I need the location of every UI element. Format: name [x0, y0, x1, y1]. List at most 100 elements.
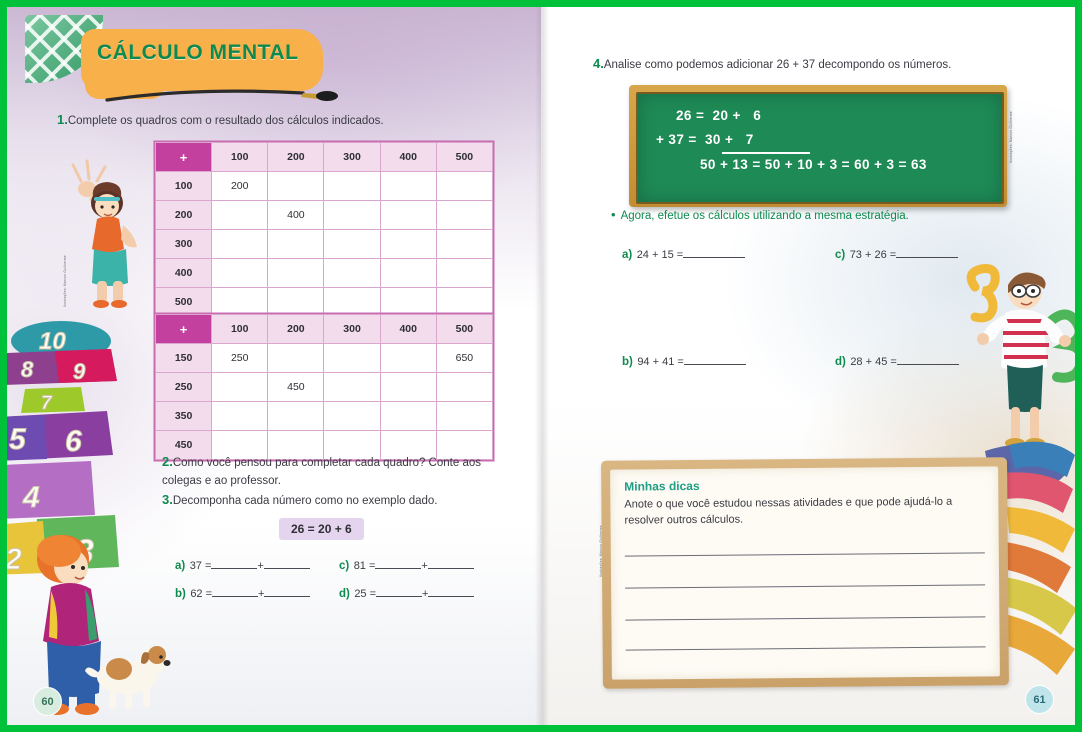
table2-cell-2-1[interactable]	[267, 401, 325, 431]
table1-cell-3-3[interactable]	[379, 258, 437, 288]
table1-cell-3-0[interactable]	[211, 258, 269, 288]
page-number-left: 60	[33, 687, 62, 716]
section-header: CÁLCULO MENTAL	[25, 15, 338, 102]
table1-row-header-3: 400	[154, 258, 213, 288]
table-row: 150 250 650	[154, 343, 494, 373]
table1-cell-4-4[interactable]	[435, 287, 494, 317]
table-row: 100 200	[154, 171, 494, 201]
table2-cell-0-3[interactable]	[379, 343, 437, 373]
answer-blank[interactable]	[896, 364, 959, 365]
item-letter: b)	[175, 588, 186, 600]
answer-blank-1[interactable]	[375, 568, 422, 569]
table1-cell-4-3[interactable]	[379, 287, 437, 317]
minhas-dicas-title: Minhas dicas	[624, 478, 700, 494]
answer-blank-2[interactable]	[427, 568, 474, 569]
table1-cell-4-2[interactable]	[323, 287, 381, 317]
table1-cell-1-4[interactable]	[435, 200, 494, 230]
table1-cell-0-2[interactable]	[323, 171, 381, 201]
answer-blank-1[interactable]	[376, 596, 423, 597]
table1-cell-1-3[interactable]	[379, 200, 437, 230]
table2-cell-3-4[interactable]	[435, 430, 494, 460]
exercise-3-item-b[interactable]: b) 62 = +	[175, 584, 311, 602]
table1-cell-2-0[interactable]	[211, 229, 269, 259]
table1-cell-0-4[interactable]	[435, 171, 494, 201]
dicas-write-line-4[interactable]	[625, 646, 986, 651]
answer-blank-2[interactable]	[264, 596, 311, 597]
exercise-3-item-d[interactable]: d) 25 = +	[339, 584, 475, 602]
exercise-2-prompt: 2.Como você pensou para completar cada q…	[162, 453, 497, 490]
table2-cell-1-2[interactable]	[323, 372, 381, 402]
table1-cell-2-1[interactable]	[267, 229, 325, 259]
table1-cell-0-1[interactable]	[267, 171, 325, 201]
dicas-write-line-1[interactable]	[624, 552, 985, 557]
item-expression: 37 =	[189, 560, 212, 572]
table2-cell-2-3[interactable]	[379, 401, 437, 431]
answer-blank-1[interactable]	[212, 596, 259, 597]
answer-blank[interactable]	[683, 364, 746, 365]
table2-corner: +	[154, 314, 213, 344]
dicas-write-line-2[interactable]	[625, 584, 986, 589]
table2-cell-2-0[interactable]	[211, 401, 269, 431]
table1-cell-4-1[interactable]	[267, 287, 325, 317]
answer-blank-2[interactable]	[263, 568, 310, 569]
addition-table-2[interactable]: +100 200 300 400 500 150 250 650 250 450 350 450	[154, 314, 494, 460]
table-row: 400	[154, 258, 494, 288]
item-expression: 28 + 45 =	[850, 356, 897, 368]
table2-cell-3-0[interactable]	[211, 430, 269, 460]
book-spread: 10 8 9 7 5 6 4 3 2	[7, 7, 1075, 725]
page-gutter	[535, 7, 549, 725]
minhas-dicas-body: Anote o que você estudou nessas atividad…	[624, 495, 953, 527]
table2-row-header-2: 350	[154, 401, 213, 431]
item-letter: d)	[339, 588, 350, 600]
table1-cell-2-4[interactable]	[435, 229, 494, 259]
answer-blank[interactable]	[896, 257, 959, 258]
table1-cell-0-0[interactable]: 200	[211, 171, 269, 201]
table1-cell-2-2[interactable]	[323, 229, 381, 259]
exercise-4-item-a[interactable]: a) 24 + 15 =	[622, 245, 746, 263]
exercise-4-bullet: Agora, efetue os cálculos utilizando a m…	[611, 207, 1011, 222]
exercise-3-prompt: 3.Decomponha cada número como no exemplo…	[162, 491, 502, 509]
answer-blank[interactable]	[683, 257, 746, 258]
table1-cell-1-2[interactable]	[323, 200, 381, 230]
table1-cell-2-3[interactable]	[379, 229, 437, 259]
table1-cell-0-3[interactable]	[379, 171, 437, 201]
table1-cell-4-0[interactable]	[211, 287, 269, 317]
blackboard-line-1: 26 = 20 + 6	[676, 108, 762, 123]
table2-cell-3-3[interactable]	[379, 430, 437, 460]
answer-blank-1[interactable]	[211, 568, 258, 569]
table1-cell-1-0[interactable]	[211, 200, 269, 230]
exercise-3-item-a[interactable]: a) 37 = +	[175, 556, 310, 574]
exercise-4-prompt: 4.Analise como podemos adicionar 26 + 37…	[593, 55, 1023, 73]
exercise-3-item-c[interactable]: c) 81 = +	[339, 556, 474, 574]
table2-cell-1-1[interactable]: 450	[267, 372, 325, 402]
item-letter: b)	[622, 356, 633, 368]
svg-text:5: 5	[9, 423, 27, 456]
answer-blank-2[interactable]	[428, 596, 475, 597]
table2-cell-1-0[interactable]	[211, 372, 269, 402]
table2-cell-1-3[interactable]	[379, 372, 437, 402]
exercise-4-item-d[interactable]: d) 28 + 45 =	[835, 352, 959, 370]
svg-text:10: 10	[39, 328, 66, 355]
item-letter: c)	[339, 560, 350, 572]
exercise-4-item-c[interactable]: c) 73 + 26 =	[835, 245, 959, 263]
table2-cell-2-4[interactable]	[435, 401, 494, 431]
table2-cell-3-1[interactable]	[267, 430, 325, 460]
table2-cell-0-2[interactable]	[323, 343, 381, 373]
table1-row-header-4: 500	[154, 287, 213, 317]
table1-cell-3-4[interactable]	[435, 258, 494, 288]
exercise-4-item-b[interactable]: b) 94 + 41 =	[622, 352, 746, 370]
table2-cell-1-4[interactable]	[435, 372, 494, 402]
dicas-write-line-3[interactable]	[625, 616, 986, 621]
blackboard-sum-rule	[722, 152, 810, 154]
blackboard-line-2: + 37 = 30 + 7	[656, 132, 754, 147]
table1-cell-3-2[interactable]	[323, 258, 381, 288]
table2-cell-3-2[interactable]	[323, 430, 381, 460]
table2-cell-2-2[interactable]	[323, 401, 381, 431]
addition-table-1[interactable]: +100 200 300 400 500 100 200 200 400 300 400 500	[154, 142, 494, 317]
table1-cell-3-1[interactable]	[267, 258, 325, 288]
table1-cell-1-1[interactable]: 400	[267, 200, 325, 230]
table2-cell-0-0[interactable]: 250	[211, 343, 269, 373]
table2-cell-0-4[interactable]: 650	[435, 343, 494, 373]
table2-cell-0-1[interactable]	[267, 343, 325, 373]
table-row: 500	[154, 287, 494, 317]
